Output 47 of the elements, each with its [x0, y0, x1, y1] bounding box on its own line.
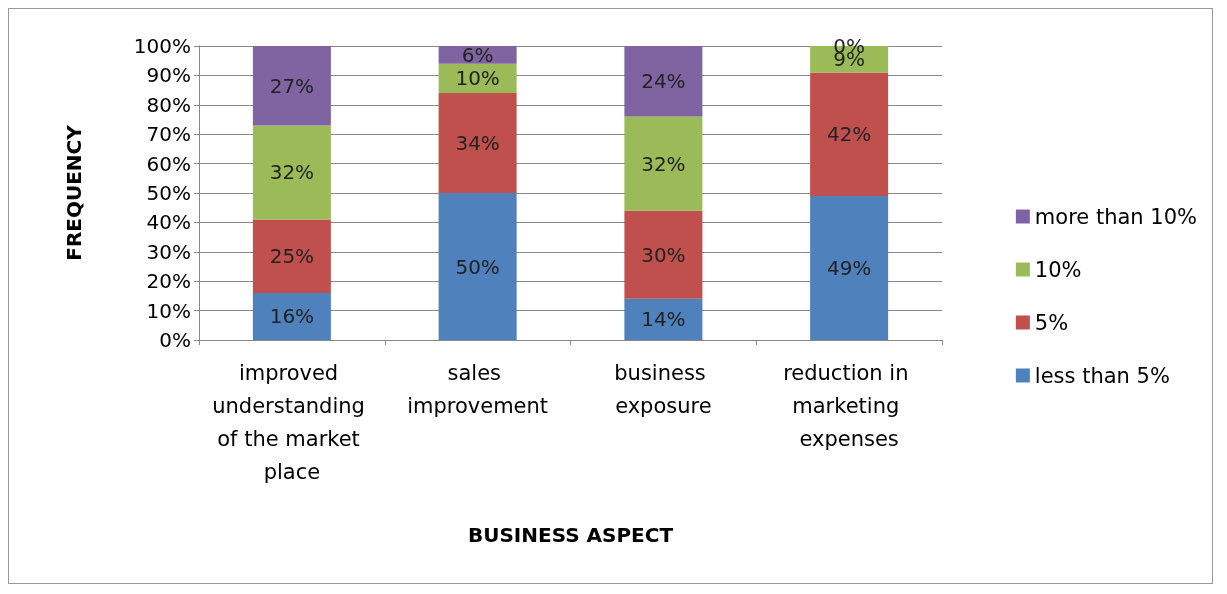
y-tick-label: 100%: [133, 34, 191, 58]
data-label: 16%: [269, 304, 315, 329]
bar: [438, 93, 517, 193]
bar: [624, 116, 703, 211]
data-label: 10%: [455, 66, 500, 91]
data-label: 42%: [826, 122, 872, 147]
y-tick-label: 60%: [146, 151, 191, 176]
bar: [252, 292, 331, 340]
bar: [438, 193, 517, 340]
y-tick-label: 80%: [146, 92, 191, 117]
x-tick-label: business exposure: [614, 360, 713, 418]
bar: [252, 219, 331, 293]
x-tick-label: reduction in marketing expenses: [783, 360, 916, 451]
legend-label: less than 5%: [1034, 363, 1170, 388]
y-tick-label: 30%: [146, 239, 191, 264]
data-label: 6%: [461, 42, 494, 67]
bar: [810, 195, 889, 340]
data-label: 14%: [641, 307, 686, 332]
data-label: 50%: [455, 254, 500, 279]
data-label: 32%: [269, 160, 315, 185]
y-tick-label: 10%: [146, 298, 191, 323]
bar: [810, 72, 889, 196]
y-tick-label: 0%: [159, 328, 191, 352]
x-tick-label: improved understanding of the market place: [212, 360, 372, 484]
data-label: 49%: [826, 255, 872, 280]
legend-label: 5%: [1034, 310, 1069, 335]
bar: [624, 298, 703, 340]
y-tick-label: 70%: [146, 122, 191, 147]
legend-label: 10%: [1034, 257, 1082, 282]
bar: [624, 210, 703, 299]
y-tick-label: 40%: [146, 210, 191, 235]
y-tick-label: 90%: [146, 63, 191, 88]
data-label: 24%: [641, 69, 686, 94]
legend-label: more than 10%: [1034, 204, 1198, 229]
data-label: 25%: [269, 244, 315, 269]
data-label: 30%: [641, 242, 686, 267]
bar: [252, 125, 331, 220]
x-tick-label: sales improvement: [407, 360, 549, 418]
y-tick-label: 50%: [146, 181, 191, 205]
data-label: 27%: [269, 73, 315, 98]
data-label: 34%: [455, 131, 500, 156]
bar: [252, 46, 331, 126]
y-tick-label: 20%: [146, 269, 191, 294]
x-axis-title: BUSINESS ASPECT: [467, 523, 674, 547]
y-axis-title: FREQUENCY: [62, 124, 86, 261]
bar: [624, 46, 703, 117]
data-label: 32%: [641, 151, 686, 176]
